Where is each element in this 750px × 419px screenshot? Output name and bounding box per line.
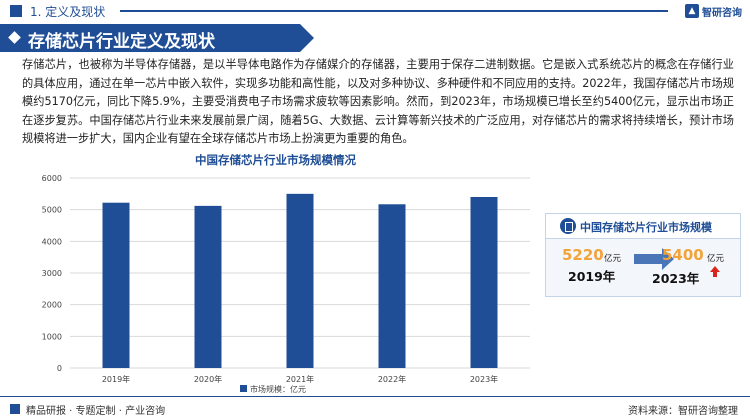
y-tick-label: 2000 — [42, 301, 62, 310]
source-note: 资料来源：智研咨询整理 — [628, 406, 738, 417]
bar — [378, 204, 406, 368]
y-tick-label: 3000 — [42, 269, 62, 278]
y-tick-label: 6000 — [42, 174, 62, 183]
chart-title: 中国存储芯片行业市场规模情况 — [195, 153, 356, 167]
summary-header: 中国存储芯片行业市场规模 — [546, 214, 740, 239]
summary-panel: 中国存储芯片行业市场规模 5220 亿元 2019年 5400 亿元 2023年 — [545, 213, 741, 297]
page-title: 存储芯片行业定义及现状 — [28, 32, 215, 52]
from-year: 2019年 — [568, 269, 616, 284]
arrow-up-icon — [710, 266, 720, 272]
x-tick-label: 2022年 — [378, 374, 406, 384]
from-unit: 亿元 — [604, 254, 622, 264]
to-unit: 亿元 — [707, 254, 725, 264]
footer-rule — [0, 396, 750, 397]
arrow-up-stem — [713, 272, 717, 277]
footer-tagline: 精品研报 · 专题定制 · 产业咨询 — [26, 406, 166, 417]
summary-title: 中国存储芯片行业市场规模 — [580, 221, 712, 234]
arrow-right-icon — [634, 248, 674, 270]
x-tick-label: 2023年 — [470, 374, 498, 384]
logo-text: 智研咨询 — [702, 7, 742, 19]
bar — [470, 197, 498, 368]
bar — [286, 193, 314, 368]
logo-icon: ▲ — [685, 4, 699, 18]
x-tick-label: 2019年 — [102, 374, 130, 384]
from-value: 5220 — [562, 246, 604, 264]
x-tick-label: 2021年 — [286, 374, 314, 384]
document-icon — [560, 218, 576, 234]
footer: 精品研报 · 专题定制 · 产业咨询 资料来源：智研咨询整理 — [0, 396, 750, 419]
to-year: 2023年 — [652, 271, 700, 286]
x-tick-label: 2020年 — [194, 374, 222, 384]
section-label: 1. 定义及现状 — [30, 5, 106, 19]
y-tick-label: 0 — [57, 364, 62, 373]
to-value: 5400 — [662, 246, 704, 264]
y-tick-label: 4000 — [42, 237, 62, 246]
title-banner: 存储芯片行业定义及现状 — [0, 24, 314, 52]
y-tick-label: 5000 — [42, 206, 62, 215]
legend-label: 市场规模：亿元 — [250, 384, 306, 394]
body-paragraph: 存储芯片，也被称为半导体存储器，是以半导体电路作为存储媒介的存储器，主要用于保存… — [22, 58, 734, 146]
bar — [194, 205, 222, 368]
footer-marker — [10, 404, 20, 414]
diamond-icon — [8, 31, 21, 44]
top-bar: 1. 定义及现状 ▲ 智研咨询 — [0, 0, 750, 22]
legend-swatch — [240, 385, 247, 392]
brand-logo: ▲ 智研咨询 — [685, 2, 742, 20]
bar — [102, 202, 130, 368]
y-tick-label: 1000 — [42, 332, 62, 341]
header-rule — [120, 10, 668, 12]
section-marker — [10, 5, 22, 17]
bar-chart: 0 1000 2000 3000 4000 5000 6000 2019年 2020年 2021… — [42, 174, 530, 394]
